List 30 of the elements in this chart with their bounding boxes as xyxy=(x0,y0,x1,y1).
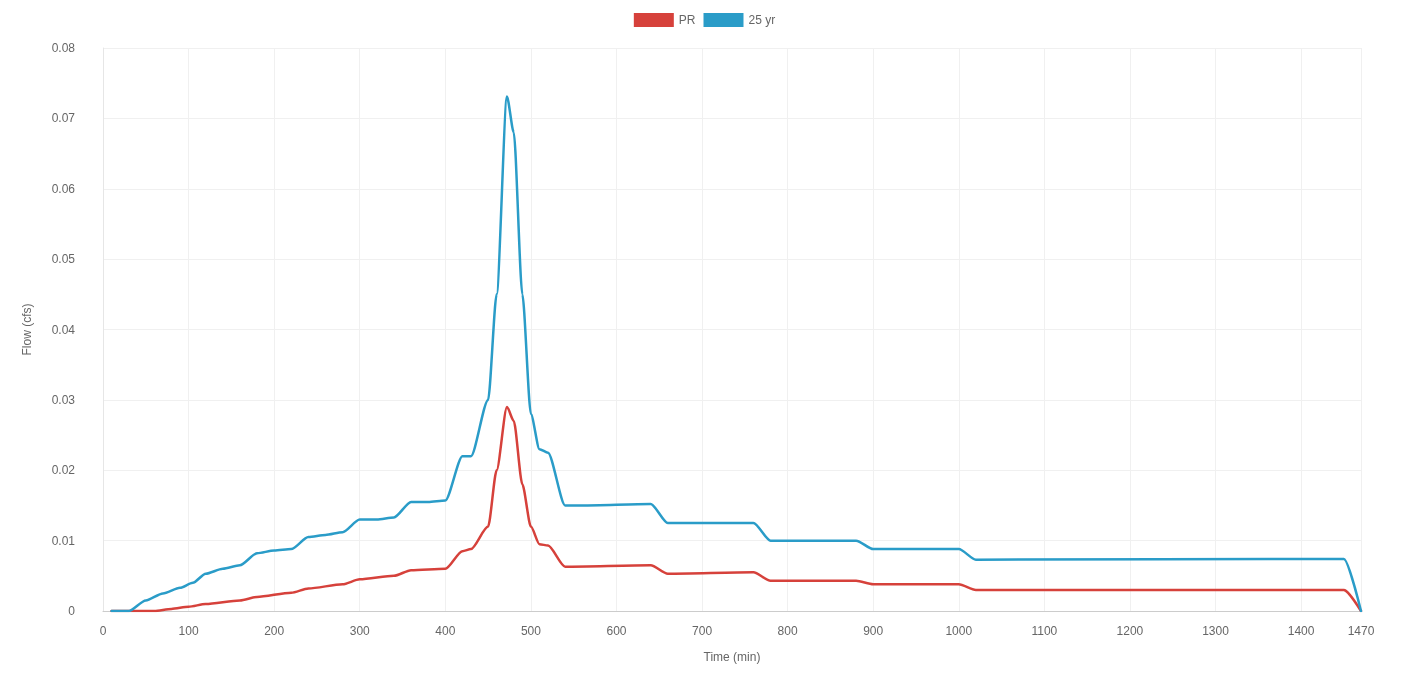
x-tick-label: 1200 xyxy=(1116,624,1144,638)
y-axis-title: Flow (cfs) xyxy=(20,303,34,356)
y-tick-label: 0.07 xyxy=(51,111,76,126)
y-tick-label: 0.06 xyxy=(51,181,76,196)
x-tick-label: 900 xyxy=(863,624,884,638)
y-tick-label: 0.08 xyxy=(51,41,76,55)
x-tick-label: 700 xyxy=(692,624,713,638)
x-tick-label: 1400 xyxy=(1287,624,1315,638)
y-tick-label: 0.01 xyxy=(51,533,76,548)
x-tick-label: 200 xyxy=(264,624,285,638)
legend-label: PR xyxy=(678,13,696,27)
x-tick-label: 300 xyxy=(349,624,371,638)
y-tick-label: 0.04 xyxy=(51,322,76,337)
x-axis-title: Time (min) xyxy=(703,650,761,664)
x-tick-label: 0 xyxy=(99,624,107,638)
y-tick-label: 0.02 xyxy=(51,463,76,478)
x-tick-label: 600 xyxy=(606,624,627,638)
x-tick-label: 1000 xyxy=(945,624,973,638)
y-tick-label: 0 xyxy=(68,604,76,618)
x-tick-label: 1470 xyxy=(1347,624,1375,638)
y-tick-label: 0.03 xyxy=(51,392,76,407)
x-tick-label: 800 xyxy=(777,624,798,638)
line-series xyxy=(110,95,1363,613)
x-tick-label: 1300 xyxy=(1202,624,1230,638)
legend-label: 25 yr xyxy=(748,13,776,27)
x-tick-label: 100 xyxy=(178,624,199,638)
x-tick-label: 500 xyxy=(520,624,542,638)
x-tick-label: 1100 xyxy=(1031,624,1058,638)
x-tick-label: 400 xyxy=(435,624,456,638)
y-tick-label: 0.05 xyxy=(51,252,76,267)
